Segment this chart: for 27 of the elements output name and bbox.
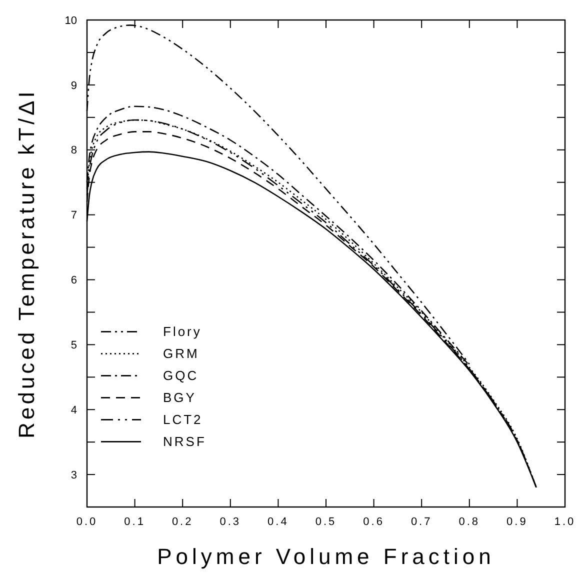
- legend-label: GRM: [163, 346, 200, 362]
- y-tick-label: 5: [70, 340, 77, 352]
- x-tick-label: 0.0: [76, 516, 98, 528]
- y-tick-label: 10: [64, 14, 77, 27]
- y-axis-title: Reduced Temperature kT/ΔI: [14, 88, 39, 438]
- x-tick-label: 0.7: [410, 516, 432, 528]
- x-tick-label: 0.4: [268, 516, 289, 528]
- legend-label: NRSF: [163, 434, 206, 450]
- x-tick-label: 0.5: [315, 516, 337, 528]
- x-tick-label: 0.9: [506, 516, 528, 528]
- x-tick-label: 1.0: [554, 516, 576, 528]
- legend-label: BGY: [163, 390, 196, 406]
- legend-label: GQC: [163, 368, 199, 384]
- x-tick-label: 0.8: [458, 516, 480, 528]
- legend-label: Flory: [163, 324, 202, 340]
- x-tick-label: 0.2: [172, 516, 194, 528]
- legend-label: LCT2: [163, 412, 203, 428]
- y-tick-label: 4: [70, 404, 77, 416]
- x-axis-title: Polymer Volume Fraction: [157, 544, 495, 569]
- y-tick-label: 7: [70, 210, 77, 222]
- y-tick-label: 8: [70, 144, 77, 157]
- x-tick-label: 0.1: [124, 516, 146, 528]
- y-tick-label: 6: [70, 274, 77, 287]
- y-tick-label: 9: [70, 80, 77, 92]
- y-tick-label: 3: [70, 469, 77, 482]
- x-tick-label: 0.3: [220, 516, 242, 528]
- x-tick-label: 0.6: [363, 516, 384, 528]
